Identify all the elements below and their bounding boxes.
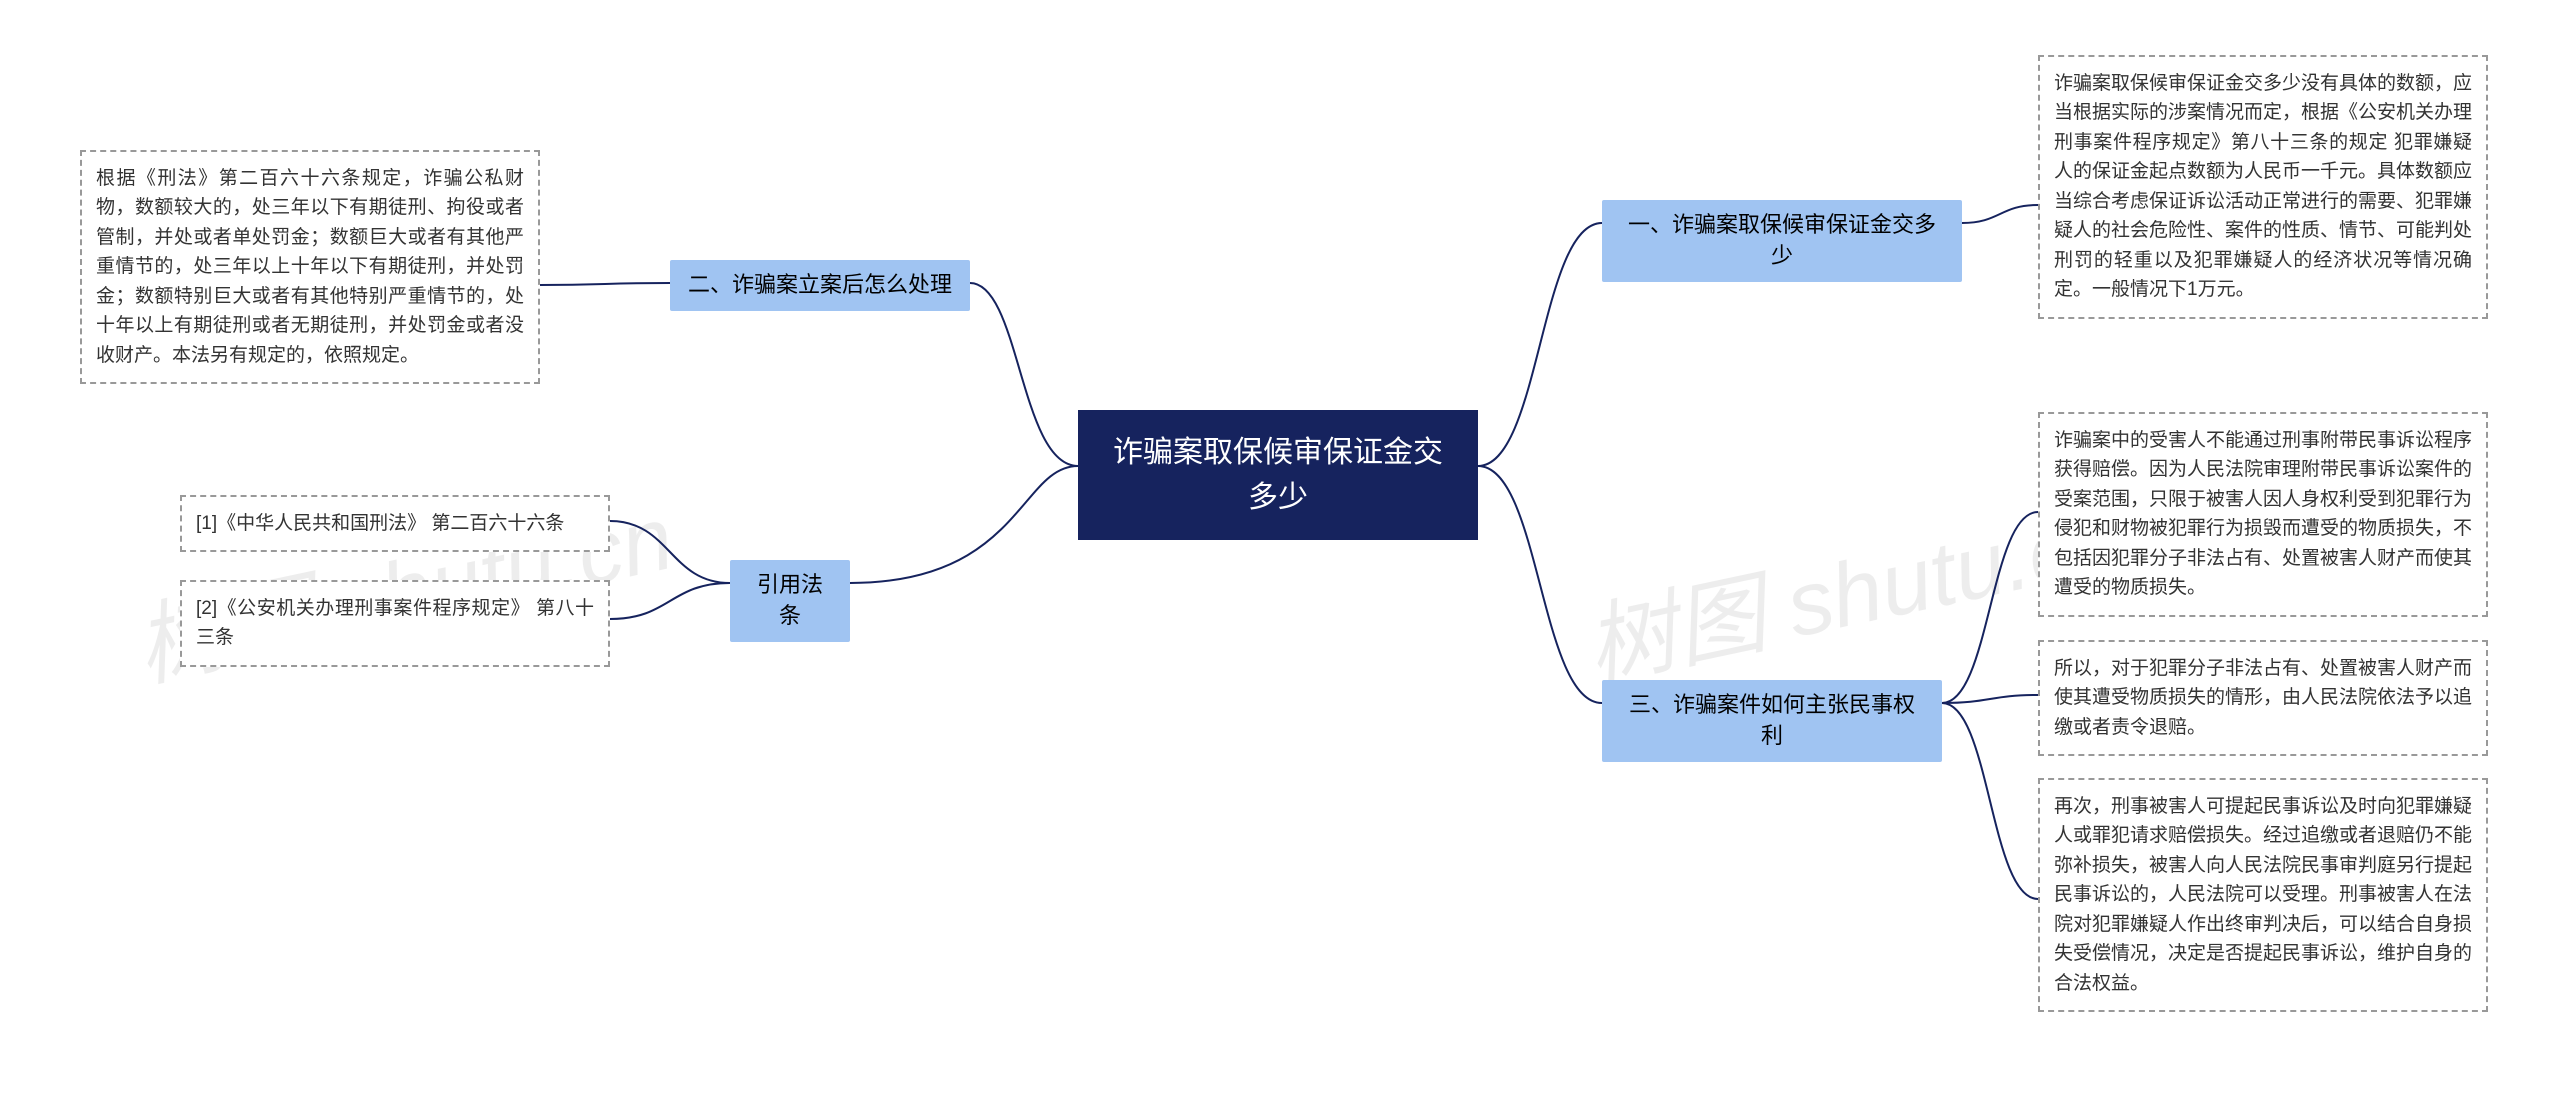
- branch-left-2-label: 引用法条: [757, 572, 823, 628]
- center-topic-text: 诈骗案取保候审保证金交多少: [1113, 436, 1443, 514]
- leaf-right-2-1-text: 诈骗案中的受害人不能通过刑事附带民事诉讼程序获得赔偿。因为人民法院审理附带民事诉…: [2054, 430, 2472, 598]
- branch-left-2[interactable]: 引用法条: [730, 560, 850, 642]
- center-topic[interactable]: 诈骗案取保候审保证金交多少: [1078, 410, 1478, 540]
- branch-right-2-label: 三、诈骗案件如何主张民事权利: [1629, 692, 1915, 748]
- leaf-left-1-1-text: 根据《刑法》第二百六十六条规定，诈骗公私财物，数额较大的，处三年以下有期徒刑、拘…: [96, 168, 524, 366]
- leaf-right-1-1-text: 诈骗案取保候审保证金交多少没有具体的数额，应当根据实际的涉案情况而定，根据《公安…: [2054, 73, 2472, 300]
- leaf-left-1-1[interactable]: 根据《刑法》第二百六十六条规定，诈骗公私财物，数额较大的，处三年以下有期徒刑、拘…: [80, 150, 540, 384]
- leaf-right-1-1[interactable]: 诈骗案取保候审保证金交多少没有具体的数额，应当根据实际的涉案情况而定，根据《公安…: [2038, 55, 2488, 319]
- leaf-right-2-2[interactable]: 所以，对于犯罪分子非法占有、处置被害人财产而使其遭受物质损失的情形，由人民法院依…: [2038, 640, 2488, 756]
- leaf-left-2-2[interactable]: [2]《公安机关办理刑事案件程序规定》 第八十三条: [180, 580, 610, 667]
- branch-right-1[interactable]: 一、诈骗案取保候审保证金交多少: [1602, 200, 1962, 282]
- leaf-right-2-2-text: 所以，对于犯罪分子非法占有、处置被害人财产而使其遭受物质损失的情形，由人民法院依…: [2054, 658, 2472, 738]
- leaf-right-2-3[interactable]: 再次，刑事被害人可提起民事诉讼及时向犯罪嫌疑人或罪犯请求赔偿损失。经过追缴或者退…: [2038, 778, 2488, 1012]
- leaf-right-2-3-text: 再次，刑事被害人可提起民事诉讼及时向犯罪嫌疑人或罪犯请求赔偿损失。经过追缴或者退…: [2054, 796, 2472, 994]
- leaf-left-2-1[interactable]: [1]《中华人民共和国刑法》 第二百六十六条: [180, 495, 610, 552]
- branch-right-1-label: 一、诈骗案取保候审保证金交多少: [1628, 212, 1936, 268]
- leaf-left-2-1-text: [1]《中华人民共和国刑法》 第二百六十六条: [196, 513, 564, 534]
- leaf-right-2-1[interactable]: 诈骗案中的受害人不能通过刑事附带民事诉讼程序获得赔偿。因为人民法院审理附带民事诉…: [2038, 412, 2488, 617]
- branch-left-1[interactable]: 二、诈骗案立案后怎么处理: [670, 260, 970, 311]
- branch-right-2[interactable]: 三、诈骗案件如何主张民事权利: [1602, 680, 1942, 762]
- branch-left-1-label: 二、诈骗案立案后怎么处理: [688, 272, 952, 297]
- leaf-left-2-2-text: [2]《公安机关办理刑事案件程序规定》 第八十三条: [196, 598, 594, 648]
- mindmap-canvas: 树图 shutu.cn 树图 shutu.cn 诈骗案取保候审保证金交多少 一、…: [0, 0, 2560, 1119]
